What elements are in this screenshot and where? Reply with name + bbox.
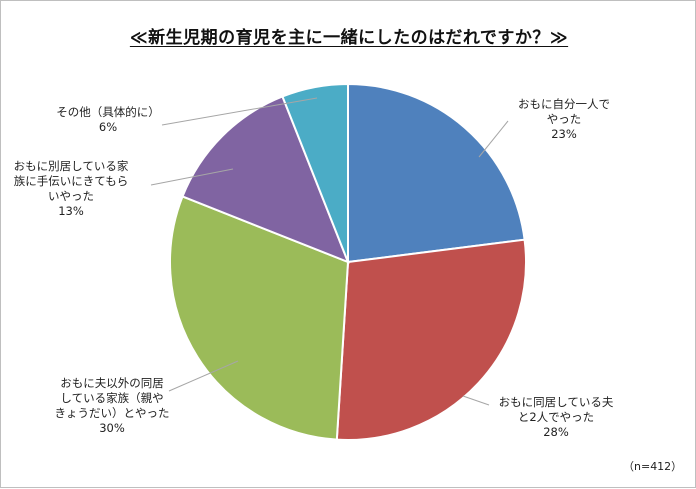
slice-label-cohabiting-family: おもに夫以外の同居 している家族（親や きょうだい）とやった 30%	[54, 376, 170, 435]
slice-label-other: その他（具体的に） 6%	[56, 105, 160, 134]
leader-line	[168, 360, 239, 392]
leader-line	[478, 120, 509, 158]
slice-husband	[335, 238, 527, 441]
slice-label-self: おもに自分一人で やった 23%	[518, 97, 610, 141]
leader-line	[150, 168, 234, 186]
slice-self	[347, 82, 526, 264]
slice-other	[281, 82, 349, 263]
leader-line	[161, 97, 318, 126]
slice-cohabiting-family	[169, 195, 350, 441]
slice-separate-family	[181, 95, 350, 264]
sample-size-note: （n=412）	[623, 460, 683, 473]
slice-label-separate-family: おもに別居している家 族に手伝いにきてもら いやった 13%	[13, 159, 129, 218]
slice-label-husband: おもに同居している夫 と2人でやった 28%	[498, 395, 614, 439]
chart-title: ≪新生児期の育児を主に一緒にしたのはだれですか？≫	[129, 28, 569, 48]
leader-line	[462, 395, 490, 406]
